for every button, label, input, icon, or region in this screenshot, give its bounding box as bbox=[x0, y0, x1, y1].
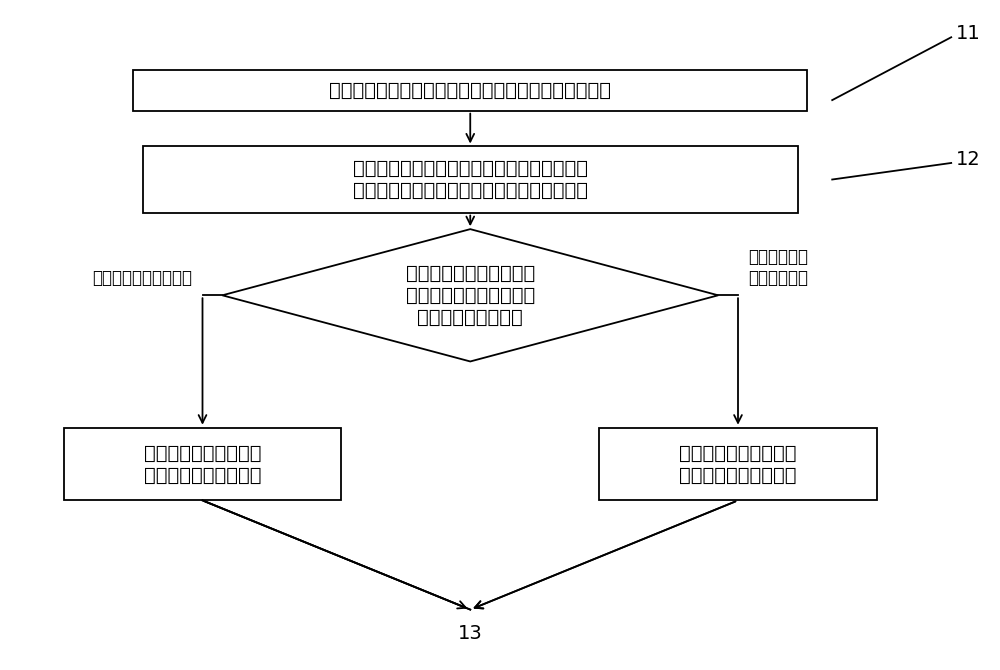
FancyBboxPatch shape bbox=[143, 147, 798, 212]
Text: 确定液流电池系统的运
行模式为第一运行模式: 确定液流电池系统的运 行模式为第一运行模式 bbox=[144, 444, 261, 484]
Polygon shape bbox=[222, 229, 718, 362]
Text: 每隔预设时间间隔检测给定的液流电池系统功率调度值: 每隔预设时间间隔检测给定的液流电池系统功率调度值 bbox=[329, 80, 611, 100]
Text: 11: 11 bbox=[956, 24, 981, 44]
Text: 13: 13 bbox=[458, 624, 483, 643]
FancyBboxPatch shape bbox=[599, 427, 877, 500]
Text: 12: 12 bbox=[956, 150, 981, 169]
Text: 确定液流电池系统的运
行模式为第二运行模式: 确定液流电池系统的运 行模式为第二运行模式 bbox=[679, 444, 797, 484]
Text: 累计次数大于次数阈值: 累计次数大于次数阈值 bbox=[93, 269, 193, 287]
FancyBboxPatch shape bbox=[133, 70, 807, 111]
FancyBboxPatch shape bbox=[64, 427, 341, 500]
Text: 累计次数小于
等于次数阈值: 累计次数小于 等于次数阈值 bbox=[748, 248, 808, 287]
Text: 将预设时间内功率调度值
大于预设功率的累计次数
与次数阈值进行比较: 将预设时间内功率调度值 大于预设功率的累计次数 与次数阈值进行比较 bbox=[406, 264, 535, 327]
Text: 将检测的功率调度值与预设功率进行比较，对
功率调度值大于预设功率的比较结果进行累计: 将检测的功率调度值与预设功率进行比较，对 功率调度值大于预设功率的比较结果进行累… bbox=[353, 159, 588, 200]
